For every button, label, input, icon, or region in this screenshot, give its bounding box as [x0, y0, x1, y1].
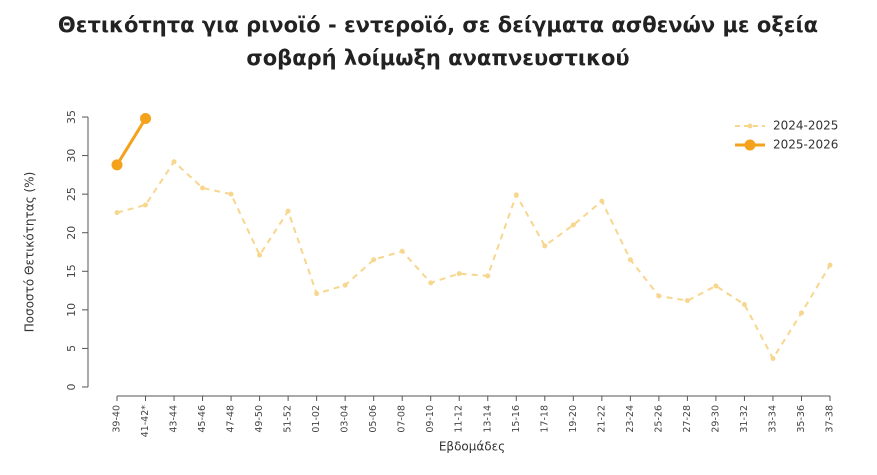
- y-tick-label: 15: [65, 264, 78, 278]
- data-point: [314, 291, 320, 297]
- x-tick-label: 43-44: [169, 405, 180, 433]
- data-point: [228, 191, 234, 197]
- data-point: [713, 283, 719, 289]
- data-point: [741, 301, 747, 307]
- legend-label: 2025-2026: [773, 138, 838, 152]
- data-point: [513, 192, 519, 198]
- x-tick-label: 13-14: [482, 405, 493, 433]
- data-point: [542, 243, 548, 249]
- data-point: [656, 293, 662, 299]
- x-tick-label: 41-42*: [140, 405, 151, 438]
- x-tick-label: 35-36: [796, 405, 807, 433]
- data-point: [200, 185, 206, 191]
- x-tick-label: 19-20: [568, 405, 579, 433]
- x-tick-label: 09-10: [425, 405, 436, 433]
- chart-title: σοβαρή λοίμωξη αναπνευστικού: [246, 46, 629, 70]
- data-point: [770, 355, 776, 361]
- data-point: [143, 202, 149, 208]
- data-point: [827, 262, 833, 268]
- x-tick-label: 37-38: [825, 405, 836, 433]
- data-point: [171, 159, 177, 165]
- x-tick-label: 31-32: [739, 405, 750, 433]
- x-tick-label: 39-40: [112, 405, 123, 433]
- legend-marker: [747, 123, 753, 129]
- legend-marker: [744, 139, 756, 151]
- y-tick-label: 20: [65, 226, 78, 240]
- data-point: [140, 113, 152, 125]
- x-tick-label: 49-50: [254, 405, 265, 433]
- data-point: [570, 222, 576, 228]
- x-tick-label: 27-28: [682, 405, 693, 433]
- data-point: [257, 252, 263, 258]
- x-tick-label: 17-18: [539, 405, 550, 433]
- x-tick-label: 11-12: [454, 405, 465, 433]
- x-tick-label: 15-16: [511, 405, 522, 433]
- data-point: [285, 208, 291, 214]
- y-tick-label: 0: [65, 384, 78, 391]
- x-tick-label: 47-48: [226, 405, 237, 433]
- y-tick-label: 35: [65, 110, 78, 124]
- data-point: [798, 310, 804, 316]
- data-point: [627, 257, 633, 263]
- data-point: [111, 159, 123, 171]
- data-point: [599, 198, 605, 204]
- data-point: [456, 271, 462, 277]
- x-tick-label: 03-04: [340, 405, 351, 433]
- x-tick-label: 23-24: [625, 405, 636, 433]
- x-tick-label: 07-08: [397, 405, 408, 433]
- legend-label: 2024-2025: [773, 119, 838, 133]
- x-tick-label: 29-30: [710, 405, 721, 433]
- series-line: [115, 117, 147, 166]
- x-tick-label: 45-46: [197, 405, 208, 433]
- y-tick-label: 10: [65, 303, 78, 317]
- data-point: [684, 298, 690, 304]
- x-tick-label: 33-34: [767, 405, 778, 433]
- y-tick-label: 25: [65, 187, 78, 201]
- y-axis-label: Ποσοστό Θετικότητας (%): [23, 172, 37, 333]
- x-tick-label: 21-22: [596, 405, 607, 433]
- x-tick-label: 25-26: [653, 405, 664, 433]
- series-line: [116, 160, 831, 361]
- data-point: [371, 257, 377, 263]
- x-axis-label: Εβδομάδες: [439, 440, 505, 454]
- data-point: [399, 248, 405, 254]
- data-point: [428, 280, 434, 286]
- chart-title: Θετικότητα για ρινοϊό - εντεροϊό, σε δεί…: [58, 13, 818, 37]
- data-point: [485, 273, 491, 279]
- x-tick-label: 05-06: [368, 405, 379, 433]
- y-tick-label: 5: [65, 345, 78, 352]
- data-point: [342, 282, 348, 288]
- x-tick-label: 01-02: [311, 405, 322, 433]
- y-tick-label: 30: [65, 149, 78, 163]
- data-point: [114, 210, 120, 216]
- x-tick-label: 51-52: [283, 405, 294, 433]
